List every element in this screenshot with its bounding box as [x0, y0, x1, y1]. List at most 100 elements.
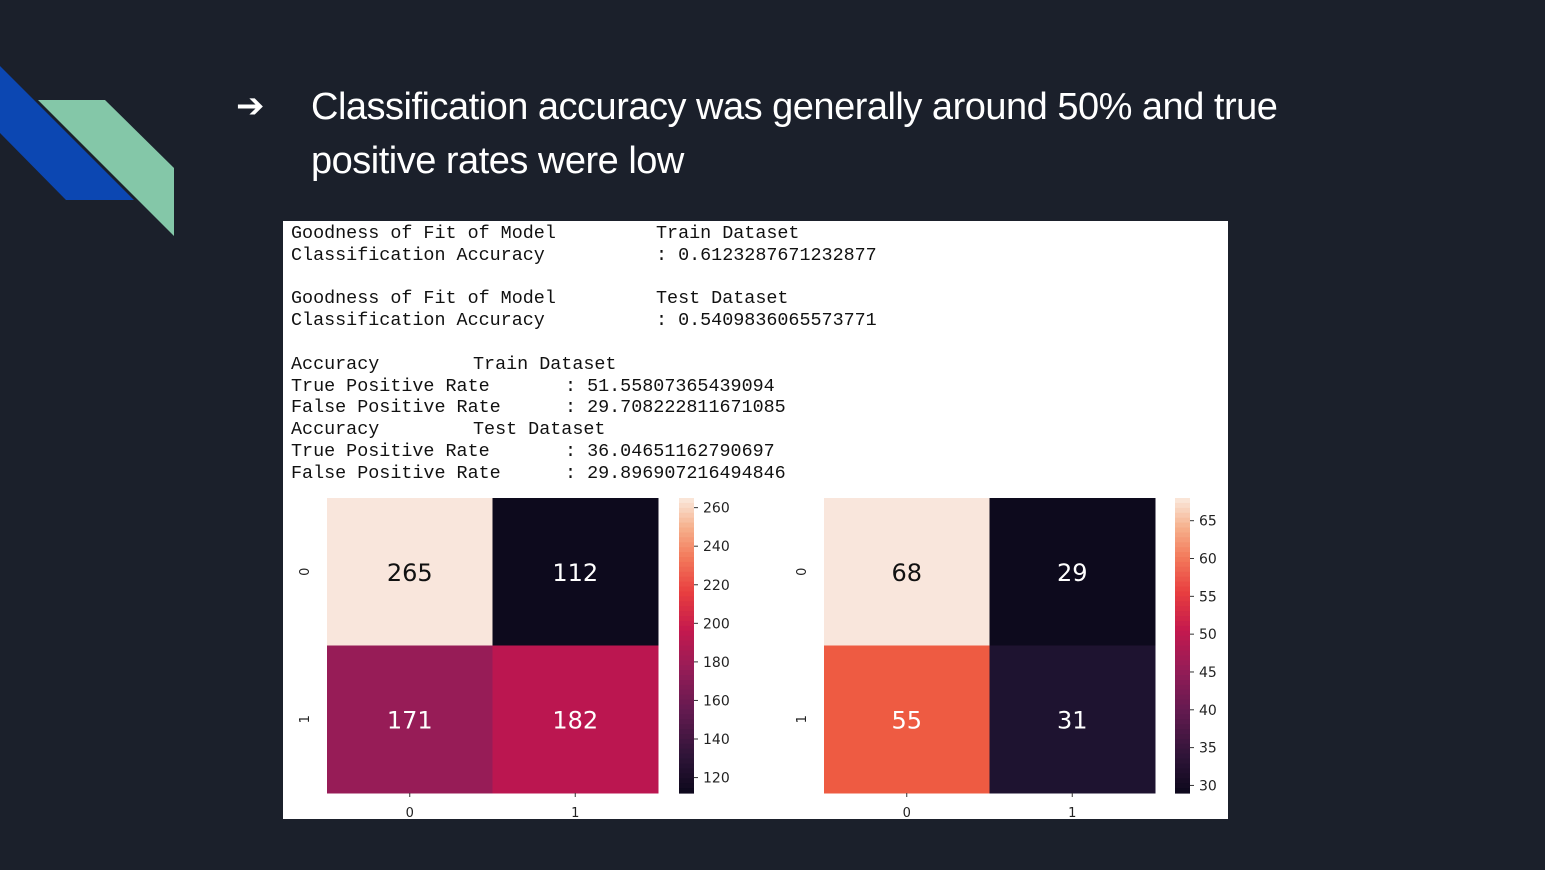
colorbar-band: [679, 640, 694, 647]
colorbar-band: [679, 788, 694, 794]
colorbar-band: [679, 684, 694, 691]
colorbar-band: [1175, 788, 1190, 794]
colorbar-band: [679, 665, 694, 671]
colorbar-band: [1175, 709, 1190, 715]
colorbar-band: [1175, 576, 1190, 583]
output-value: : 0.5409836065573771: [656, 310, 877, 332]
colorbar-tick-label: 200: [703, 616, 730, 632]
colorbar-band: [679, 620, 694, 627]
cell-value-label: 29: [1057, 559, 1088, 587]
cell-value-label: 265: [387, 559, 433, 587]
output-label: False Positive Rate: [291, 397, 501, 419]
colorbar-band: [679, 650, 694, 656]
colorbar-band: [1175, 689, 1190, 696]
colorbar-band: [679, 738, 694, 745]
cell-value-label: 31: [1057, 706, 1088, 734]
colorbar-band: [1175, 591, 1190, 597]
colorbar-band: [1175, 753, 1190, 760]
colorbar-band: [1175, 640, 1190, 647]
x-tick-label: 0: [903, 806, 911, 819]
colorbar-band: [679, 719, 694, 725]
colorbar-band: [679, 512, 694, 519]
colorbar-band: [679, 547, 694, 553]
output-line: Accuracy Train Dataset: [291, 354, 616, 376]
x-tick-label: 1: [1068, 806, 1076, 819]
colorbar-tick-label: 120: [703, 771, 730, 787]
deco-blue-stripe: [0, 66, 134, 200]
colorbar-band: [1175, 729, 1190, 735]
colorbar-band: [1175, 738, 1190, 745]
colorbar-band: [1175, 566, 1190, 573]
output-value: Train Dataset: [656, 223, 800, 244]
colorbar-band: [1175, 679, 1190, 686]
output-label: True Positive Rate: [291, 440, 490, 462]
x-tick-label: 0: [406, 806, 414, 819]
colorbar-band: [679, 527, 694, 534]
heatmap-cell: [824, 498, 990, 646]
colorbar-band: [679, 542, 694, 548]
output-value: Test Dataset: [473, 419, 606, 441]
y-tick-label: 0: [795, 568, 810, 576]
y-tick-label: 1: [298, 715, 313, 723]
colorbar-band: [1175, 748, 1190, 755]
colorbar-band: [1175, 502, 1190, 509]
output-line: Goodness of Fit of Model Test Dataset: [291, 288, 788, 310]
colorbar-band: [679, 724, 694, 730]
colorbar-band: [679, 763, 694, 770]
output-value: : 0.6123287671232877: [656, 244, 877, 266]
output-line: Classification Accuracy: 0.6123287671232…: [291, 245, 877, 267]
colorbar-band: [1175, 635, 1190, 642]
colorbar-tick-label: 45: [1199, 665, 1217, 681]
output-line: Goodness of Fit of Model Train Dataset: [291, 223, 799, 245]
colorbar-band: [1175, 675, 1190, 681]
colorbar-band: [1175, 507, 1190, 514]
colorbar-band: [679, 571, 694, 578]
colorbar-tick-label: 55: [1199, 589, 1217, 605]
colorbar-band: [1175, 704, 1190, 711]
output-line: Accuracy Test Dataset: [291, 419, 605, 441]
colorbar-tick-label: 30: [1199, 778, 1217, 794]
colorbar-tick-label: 260: [703, 501, 730, 517]
colorbar-band: [679, 660, 694, 666]
x-tick-label: 1: [571, 806, 579, 819]
colorbar-band: [1175, 606, 1190, 612]
colorbar-band: [1175, 547, 1190, 553]
colorbar-band: [679, 586, 694, 593]
colorbar-band: [679, 679, 694, 686]
colorbar-band: [679, 773, 694, 779]
output-value: : 29.896907216494846: [565, 462, 786, 484]
slide-decoration: [0, 66, 174, 236]
colorbar-band: [1175, 596, 1190, 602]
colorbar-band: [679, 630, 694, 637]
colorbar-tick-label: 40: [1199, 703, 1217, 719]
output-line: Classification Accuracy: 0.5409836065573…: [291, 310, 877, 332]
colorbar-tick-label: 220: [703, 578, 730, 594]
colorbar-band: [1175, 586, 1190, 593]
colorbar-band: [679, 502, 694, 509]
colorbar-band: [1175, 763, 1190, 770]
colorbar-band: [1175, 734, 1190, 740]
colorbar-band: [679, 601, 694, 607]
colorbar-band: [679, 743, 694, 750]
colorbar-band: [1175, 758, 1190, 765]
colorbar-band: [1175, 684, 1190, 691]
colorbar-band: [1175, 783, 1190, 789]
colorbar-band: [679, 606, 694, 612]
console-output: Goodness of Fit of Model Train Dataset Cla…: [291, 223, 877, 485]
output-line: False Positive Rate: 29.708222811671085: [291, 397, 786, 419]
colorbar-band: [1175, 611, 1190, 617]
y-tick-label: 0: [298, 568, 313, 576]
deco-green-stripe: [38, 100, 174, 236]
colorbar-tick-label: 160: [703, 693, 730, 709]
colorbar-band: [679, 694, 694, 701]
colorbar-tick-label: 140: [703, 732, 730, 748]
colorbar-band: [1175, 778, 1190, 784]
colorbar-band: [679, 748, 694, 755]
colorbar-band: [1175, 532, 1190, 538]
colorbar-band: [1175, 561, 1190, 568]
colorbar-band: [679, 596, 694, 602]
cell-value-label: 68: [891, 559, 922, 587]
colorbar-band: [679, 734, 694, 740]
colorbar-band: [1175, 714, 1190, 720]
